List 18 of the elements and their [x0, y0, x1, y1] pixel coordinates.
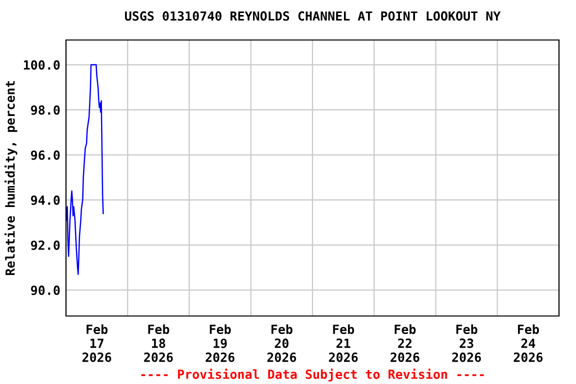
y-tick-label: 92.0 — [31, 240, 60, 250]
x-tick-label: Feb 17 2026 — [82, 324, 112, 362]
x-tick-label: Feb 20 2026 — [267, 324, 296, 362]
y-tick-label: 98.0 — [31, 105, 60, 115]
y-tick-label: 100.0 — [24, 60, 60, 70]
x-tick-label: Feb 21 2026 — [328, 324, 358, 362]
text: ---- Provisional Data Subject to Revision ---- — [141, 368, 484, 382]
x-tick-label: Feb 23 2026 — [452, 324, 481, 362]
y-axis-title: Relative humidity, percent — [4, 81, 18, 276]
y-tick-label: 94.0 — [31, 195, 60, 205]
x-tick-label: Feb 24 2026 — [514, 324, 543, 362]
y-tick-label: 90.0 — [31, 286, 60, 296]
x-tick-label: Feb 18 2026 — [144, 324, 173, 362]
line-series — [66, 64, 104, 275]
x-tick-label: Feb 19 2026 — [206, 324, 234, 362]
chart-title: USGS 01310740 REYNOLDS CHANNEL AT POINT LOOKOUT NY — [125, 11, 501, 21]
x-tick-label: Feb 22 2026 — [390, 324, 420, 362]
y-tick-label: 96.0 — [31, 150, 60, 160]
